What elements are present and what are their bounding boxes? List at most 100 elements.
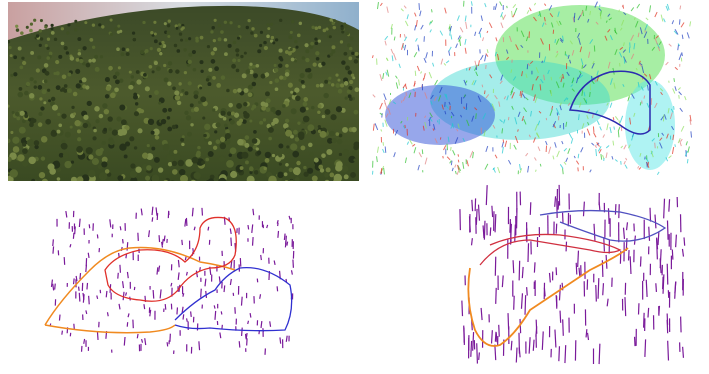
tree [187,131,192,137]
trajectory-orange [44,246,236,326]
point [519,91,522,96]
tree [267,27,271,31]
stem [119,226,122,231]
point [414,12,417,17]
stem [193,226,196,231]
tree [305,49,310,54]
stem [532,339,535,351]
tree [88,58,93,63]
tree [232,40,237,45]
tree [48,51,53,56]
point [571,88,575,92]
tree [239,166,244,170]
trajectory-orange [44,324,176,334]
point [608,17,612,21]
stem [143,304,146,310]
point [681,52,683,57]
point [448,101,451,105]
stem [555,223,558,234]
stem [509,223,512,245]
tree [148,64,153,69]
tree [219,142,227,150]
tree [236,120,242,126]
tree [150,31,154,35]
tree [188,52,193,57]
point [499,80,503,85]
stem [557,200,560,210]
point [646,84,649,91]
tree [223,38,228,42]
point [512,14,515,18]
tree [112,74,118,80]
tree [284,147,291,154]
point [674,66,678,71]
tree [139,109,145,114]
stem [75,275,78,282]
trajectory-blue [174,266,293,332]
point [371,55,374,59]
tree [109,18,113,22]
point [448,50,451,56]
stem [50,279,54,287]
point [606,123,609,131]
point [438,95,442,102]
tree [92,136,97,141]
aerial-photo [8,2,359,181]
point [459,27,464,33]
tree [93,128,97,133]
stem [276,220,279,224]
tree [249,166,254,172]
tree [272,41,276,45]
tree [236,102,243,109]
stem [184,218,187,227]
tree [333,177,341,181]
tree [130,75,135,79]
point [533,94,536,102]
tree [110,92,116,99]
stem [554,329,557,348]
stem [74,226,76,235]
tree [146,165,152,171]
point [665,61,669,66]
tree [137,128,143,134]
stem [285,335,288,342]
tree [105,85,111,91]
stem [656,237,659,250]
point [394,129,399,136]
tree [12,136,20,144]
tree [39,97,43,101]
tree [226,20,230,25]
tree [237,138,244,146]
tree [193,172,201,180]
point [478,27,483,35]
tree [91,23,96,27]
tree [60,27,64,31]
tree [292,129,298,135]
stem [659,249,662,269]
tree [314,26,319,30]
point [635,67,638,71]
tree [260,101,266,107]
point [567,148,571,154]
point [511,91,515,99]
tree [167,61,173,66]
tree [217,23,222,28]
tree [111,129,118,136]
tree [51,129,56,134]
stem [78,292,81,302]
point [525,36,529,42]
tree [348,85,353,91]
tree [185,159,193,167]
tree [267,127,274,133]
point [510,69,513,74]
green-blob [495,5,665,105]
point [458,36,462,42]
point [471,115,475,122]
stem [647,307,650,318]
tree [241,73,247,79]
point [605,20,608,23]
tree [20,31,24,35]
stem [158,265,161,272]
point [623,12,627,16]
